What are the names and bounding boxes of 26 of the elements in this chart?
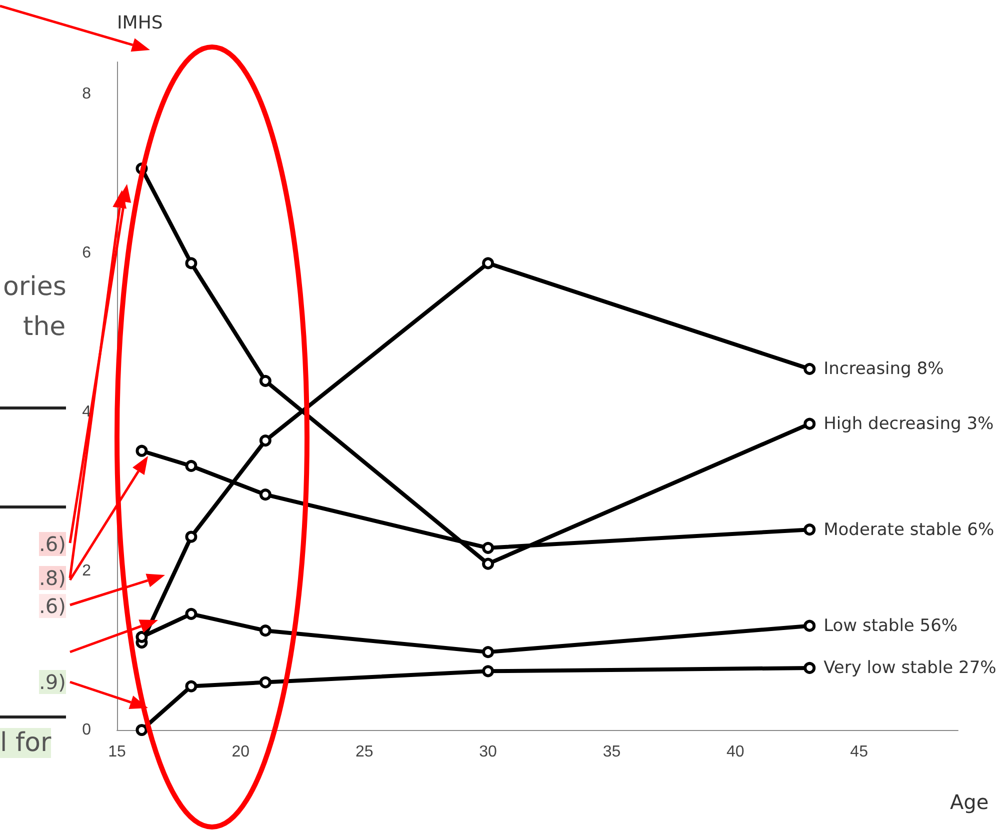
x-tick-label: 40 [726, 744, 744, 760]
x-tick-label: 35 [602, 744, 621, 760]
series-label: High decreasing 3% [824, 412, 994, 435]
y-tick-label: 2 [82, 562, 92, 580]
text: ories [3, 272, 66, 302]
text: .6) [39, 532, 66, 556]
text: .9) [39, 670, 66, 694]
y-tick-label: 8 [82, 85, 92, 102]
x-tick-label: 45 [850, 744, 868, 760]
y-tick-label: 4 [82, 403, 92, 420]
series-label: Very low stable 27% [824, 656, 996, 680]
series-label: Increasing 8% [824, 358, 944, 380]
text: l for [0, 728, 52, 758]
x-axis-title: Age [950, 790, 989, 814]
text: .6) [39, 594, 66, 618]
y-tick-label: 0 [82, 722, 92, 738]
y-axis-title: IMHS [117, 12, 163, 34]
x-tick-label: 30 [479, 744, 498, 760]
x-tick-label: 25 [355, 744, 374, 760]
x-tick-label: 20 [232, 744, 250, 760]
series-label: Moderate stable 6% [824, 518, 994, 541]
text: the [23, 312, 66, 342]
x-tick-label: 15 [108, 744, 126, 760]
series-label: Low stable 56% [824, 614, 958, 637]
text: .8) [39, 566, 66, 590]
y-tick-label: 6 [82, 244, 92, 262]
